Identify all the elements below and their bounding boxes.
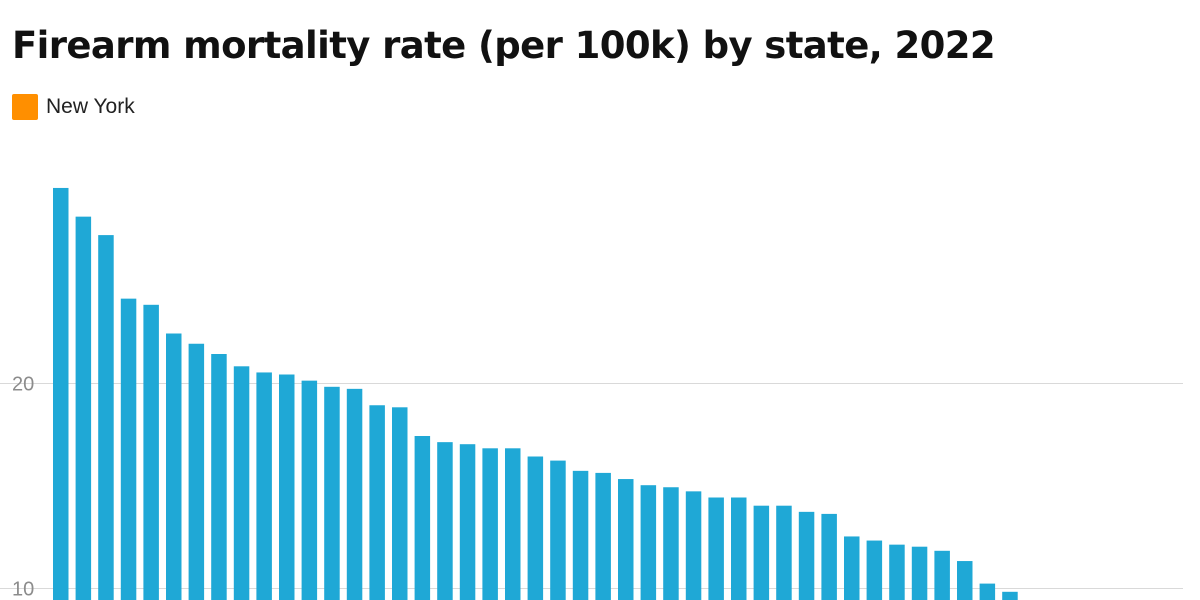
bar-7 bbox=[188, 343, 205, 600]
legend-label-new-york: New York bbox=[46, 95, 135, 118]
bar-22 bbox=[527, 456, 544, 600]
bar-2 bbox=[75, 216, 92, 600]
bar-40 bbox=[934, 550, 950, 600]
bar-39 bbox=[911, 546, 928, 600]
bar-10 bbox=[256, 372, 272, 600]
bar-18 bbox=[437, 442, 453, 600]
bar-23 bbox=[550, 460, 566, 600]
bars bbox=[53, 187, 1018, 600]
bar-42 bbox=[979, 583, 996, 600]
bar-13 bbox=[324, 386, 340, 600]
legend-swatch-new-york bbox=[12, 94, 38, 120]
bar-21 bbox=[505, 448, 521, 600]
bar-27 bbox=[640, 485, 657, 600]
bar-30 bbox=[708, 497, 724, 600]
bar-17 bbox=[414, 436, 431, 600]
bar-35 bbox=[821, 513, 837, 600]
bar-11 bbox=[279, 374, 295, 600]
y-axis-ticks: 10 20 bbox=[12, 374, 34, 600]
bar-37 bbox=[866, 540, 883, 600]
bar-12 bbox=[301, 380, 318, 600]
bar-32 bbox=[753, 505, 770, 600]
bar-36 bbox=[844, 536, 860, 600]
bar-15 bbox=[369, 405, 385, 600]
bar-1 bbox=[53, 187, 69, 600]
bar-16 bbox=[392, 407, 408, 600]
bar-8 bbox=[211, 354, 227, 600]
bar-3 bbox=[98, 235, 114, 600]
bar-26 bbox=[618, 479, 634, 600]
y-tick-label-20: 20 bbox=[12, 374, 34, 396]
bar-20 bbox=[482, 448, 498, 600]
bar-14 bbox=[346, 388, 363, 600]
bar-19 bbox=[459, 444, 476, 600]
bar-34 bbox=[798, 511, 815, 600]
bar-4 bbox=[120, 298, 137, 600]
bar-25 bbox=[595, 472, 611, 600]
bar-29 bbox=[685, 491, 702, 600]
bar-38 bbox=[889, 544, 905, 600]
bar-33 bbox=[776, 505, 792, 600]
bar-28 bbox=[663, 487, 679, 600]
bar-6 bbox=[166, 333, 182, 600]
y-tick-label-10: 10 bbox=[12, 579, 34, 600]
chart-title: Firearm mortality rate (per 100k) by sta… bbox=[12, 24, 996, 67]
legend: New York bbox=[12, 94, 135, 120]
bar-41 bbox=[957, 561, 973, 600]
bar-24 bbox=[572, 470, 589, 600]
bar-43 bbox=[1002, 591, 1018, 600]
bar-9 bbox=[233, 366, 250, 600]
bar-5 bbox=[143, 304, 159, 600]
bar-31 bbox=[731, 497, 747, 600]
